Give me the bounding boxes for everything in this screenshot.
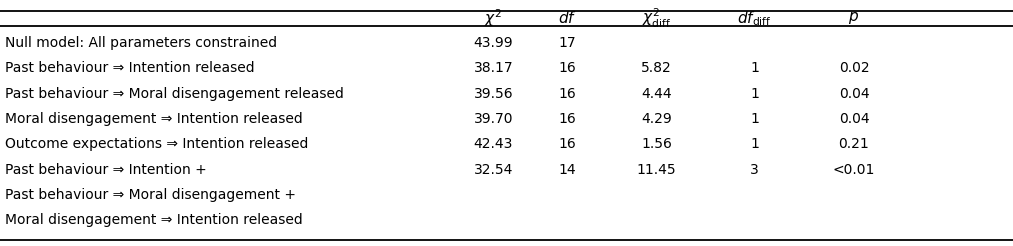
Text: 43.99: 43.99 (473, 36, 514, 50)
Text: 1: 1 (751, 87, 759, 101)
Text: 0.04: 0.04 (839, 87, 869, 101)
Text: 0.21: 0.21 (839, 138, 869, 151)
Text: Outcome expectations ⇒ Intention released: Outcome expectations ⇒ Intention release… (5, 138, 308, 151)
Text: 16: 16 (558, 138, 576, 151)
Text: Past behaviour ⇒ Intention released: Past behaviour ⇒ Intention released (5, 62, 254, 75)
Text: Past behaviour ⇒ Moral disengagement +: Past behaviour ⇒ Moral disengagement + (5, 188, 296, 202)
Text: 32.54: 32.54 (474, 163, 513, 177)
Text: 16: 16 (558, 87, 576, 101)
Text: 1.56: 1.56 (641, 138, 672, 151)
Text: 0.02: 0.02 (839, 62, 869, 75)
Text: 39.56: 39.56 (473, 87, 514, 101)
Text: 5.82: 5.82 (641, 62, 672, 75)
Text: 42.43: 42.43 (474, 138, 513, 151)
Text: $\chi^2$: $\chi^2$ (484, 8, 502, 29)
Text: Moral disengagement ⇒ Intention released: Moral disengagement ⇒ Intention released (5, 214, 303, 227)
Text: 11.45: 11.45 (636, 163, 677, 177)
Text: 4.29: 4.29 (641, 112, 672, 126)
Text: 14: 14 (558, 163, 576, 177)
Text: $\chi^2_{\mathrm{diff}}$: $\chi^2_{\mathrm{diff}}$ (642, 7, 671, 30)
Text: Moral disengagement ⇒ Intention released: Moral disengagement ⇒ Intention released (5, 112, 303, 126)
Text: 4.44: 4.44 (641, 87, 672, 101)
Text: $\mathit{p}$: $\mathit{p}$ (849, 10, 859, 27)
Text: 1: 1 (751, 62, 759, 75)
Text: $\mathit{df}$: $\mathit{df}$ (558, 10, 576, 27)
Text: 17: 17 (558, 36, 576, 50)
Text: 0.04: 0.04 (839, 112, 869, 126)
Text: $\mathit{df}_{\mathrm{diff}}$: $\mathit{df}_{\mathrm{diff}}$ (737, 9, 772, 28)
Text: 39.70: 39.70 (474, 112, 513, 126)
Text: 1: 1 (751, 112, 759, 126)
Text: Past behaviour ⇒ Moral disengagement released: Past behaviour ⇒ Moral disengagement rel… (5, 87, 344, 101)
Text: 16: 16 (558, 112, 576, 126)
Text: 3: 3 (751, 163, 759, 177)
Text: 16: 16 (558, 62, 576, 75)
Text: 38.17: 38.17 (473, 62, 514, 75)
Text: 1: 1 (751, 138, 759, 151)
Text: Null model: All parameters constrained: Null model: All parameters constrained (5, 36, 278, 50)
Text: <0.01: <0.01 (833, 163, 875, 177)
Text: Past behaviour ⇒ Intention +: Past behaviour ⇒ Intention + (5, 163, 207, 177)
